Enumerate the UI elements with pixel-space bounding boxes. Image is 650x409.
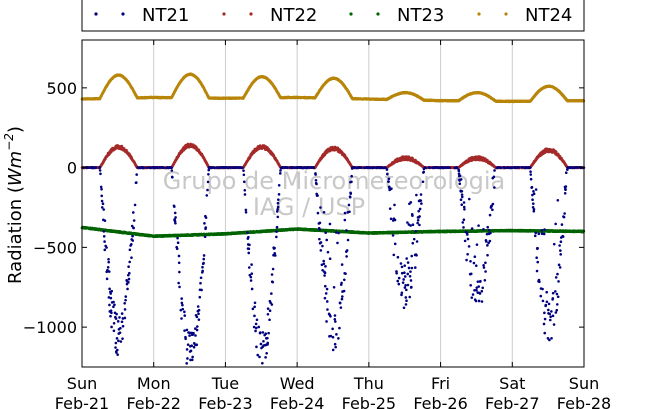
legend: NT21 NT22 NT23 NT24 <box>94 5 572 26</box>
legend-label: NT22 <box>270 5 317 26</box>
gridlines <box>153 40 513 367</box>
legend-marker <box>249 12 253 16</box>
legend-marker <box>504 12 508 16</box>
legend-box <box>81 0 585 32</box>
legend-marker <box>376 12 380 16</box>
legend-marker <box>94 12 98 16</box>
legend-entry: NT23 <box>349 5 444 26</box>
legend-marker <box>121 12 125 16</box>
data-series <box>80 72 586 365</box>
legend-label: NT23 <box>397 5 444 26</box>
legend-marker <box>222 12 226 16</box>
watermark-line-1: Grupo de Micrometeorologia <box>163 167 505 195</box>
plot-area <box>82 40 584 367</box>
series-nt24 <box>80 72 586 104</box>
legend-entry: NT21 <box>94 5 189 26</box>
legend-label: NT21 <box>142 5 189 26</box>
legend-label: NT24 <box>525 5 572 26</box>
legend-entry: NT24 <box>477 5 572 26</box>
legend-entry: NT22 <box>222 5 317 26</box>
legend-marker <box>349 12 353 16</box>
legend-marker <box>477 12 481 16</box>
watermark-line-2: IAG / USP <box>253 193 365 221</box>
